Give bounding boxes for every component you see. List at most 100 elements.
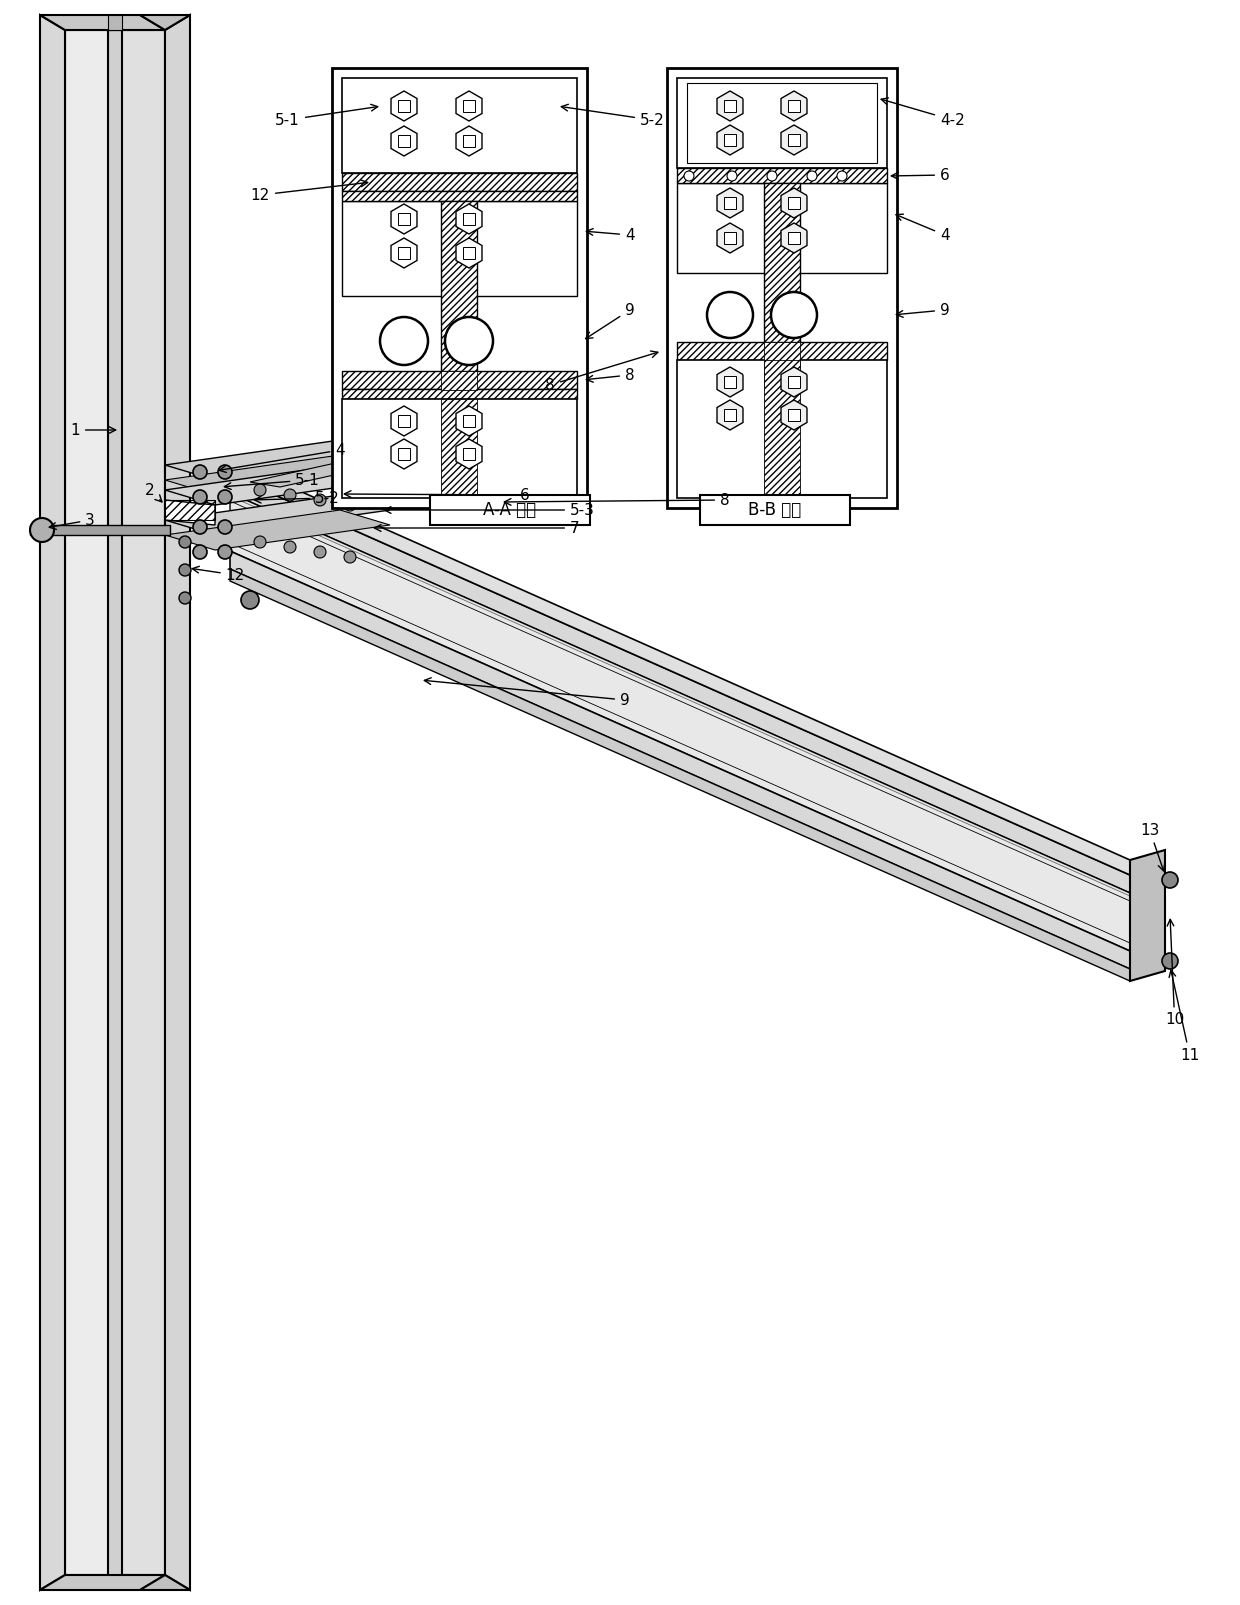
Polygon shape: [165, 465, 391, 506]
Circle shape: [193, 520, 207, 534]
Bar: [701, 494, 849, 525]
Text: 5-2: 5-2: [562, 104, 665, 127]
Circle shape: [379, 318, 428, 364]
Bar: [441, 400, 477, 498]
Circle shape: [445, 318, 494, 364]
Circle shape: [218, 465, 232, 478]
Bar: [398, 448, 410, 461]
Bar: [398, 100, 410, 112]
Text: 13: 13: [1140, 822, 1164, 872]
Polygon shape: [229, 493, 1130, 952]
Bar: [463, 247, 475, 258]
Polygon shape: [717, 400, 743, 430]
Bar: [764, 342, 800, 390]
Text: 8: 8: [587, 368, 635, 382]
Polygon shape: [717, 125, 743, 156]
Polygon shape: [391, 91, 417, 120]
Bar: [787, 233, 800, 244]
Bar: [398, 247, 410, 258]
Bar: [724, 409, 737, 421]
Circle shape: [314, 494, 326, 506]
Circle shape: [254, 485, 267, 496]
Polygon shape: [1130, 851, 1166, 981]
Text: B-B 剖面: B-B 剖面: [749, 501, 801, 518]
Circle shape: [179, 536, 191, 547]
Polygon shape: [165, 494, 391, 534]
Bar: [787, 133, 800, 146]
Bar: [463, 100, 475, 112]
Circle shape: [193, 465, 207, 478]
Circle shape: [768, 172, 777, 181]
Polygon shape: [165, 14, 190, 1591]
Bar: [342, 400, 577, 498]
Circle shape: [771, 292, 817, 339]
Bar: [463, 213, 475, 225]
Polygon shape: [456, 127, 482, 156]
Bar: [342, 388, 577, 400]
Text: 9: 9: [897, 302, 950, 318]
Polygon shape: [40, 14, 64, 1591]
Circle shape: [241, 591, 259, 608]
Circle shape: [343, 499, 356, 510]
Bar: [724, 376, 737, 388]
Bar: [677, 183, 887, 273]
Bar: [787, 376, 800, 388]
Text: 8: 8: [505, 493, 729, 507]
Text: A-A 剖面: A-A 剖面: [484, 501, 537, 518]
Polygon shape: [64, 30, 108, 1575]
Bar: [724, 133, 737, 146]
Polygon shape: [165, 501, 215, 525]
Bar: [677, 360, 887, 498]
Bar: [441, 371, 477, 390]
Circle shape: [193, 490, 207, 504]
Bar: [463, 416, 475, 427]
Polygon shape: [781, 125, 807, 156]
Polygon shape: [165, 510, 391, 551]
Polygon shape: [250, 462, 370, 486]
Text: 7: 7: [374, 520, 579, 536]
Polygon shape: [456, 440, 482, 469]
Polygon shape: [165, 440, 391, 480]
Text: 8: 8: [546, 351, 658, 393]
Polygon shape: [229, 551, 1130, 969]
Bar: [342, 173, 577, 191]
Circle shape: [707, 292, 753, 339]
Bar: [430, 494, 590, 525]
Circle shape: [179, 563, 191, 576]
Polygon shape: [30, 525, 170, 534]
Circle shape: [218, 490, 232, 504]
Text: 1: 1: [71, 422, 115, 438]
Polygon shape: [108, 14, 122, 30]
Text: 5-2: 5-2: [254, 491, 340, 506]
Polygon shape: [391, 238, 417, 268]
Text: 2: 2: [145, 483, 162, 502]
Bar: [677, 342, 887, 360]
Bar: [724, 197, 737, 209]
Bar: [398, 416, 410, 427]
Polygon shape: [140, 1575, 190, 1591]
Text: 9: 9: [424, 677, 630, 708]
Text: 6: 6: [892, 167, 950, 183]
Bar: [787, 100, 800, 112]
Bar: [441, 201, 477, 390]
Circle shape: [218, 546, 232, 559]
Circle shape: [284, 541, 296, 554]
Text: 12: 12: [192, 567, 246, 583]
Circle shape: [807, 172, 817, 181]
Bar: [342, 191, 577, 201]
Polygon shape: [122, 30, 165, 1575]
Bar: [677, 169, 887, 183]
Bar: [764, 183, 800, 390]
Text: 5-1: 5-1: [224, 472, 320, 490]
Text: 11: 11: [1169, 971, 1199, 1063]
Circle shape: [254, 536, 267, 547]
Circle shape: [343, 551, 356, 563]
Text: 4: 4: [587, 228, 635, 242]
Text: 4: 4: [897, 213, 950, 242]
Text: 3: 3: [50, 512, 95, 530]
Bar: [787, 197, 800, 209]
Polygon shape: [456, 406, 482, 437]
Text: 12: 12: [250, 180, 368, 202]
Bar: [342, 79, 577, 173]
Polygon shape: [456, 204, 482, 234]
